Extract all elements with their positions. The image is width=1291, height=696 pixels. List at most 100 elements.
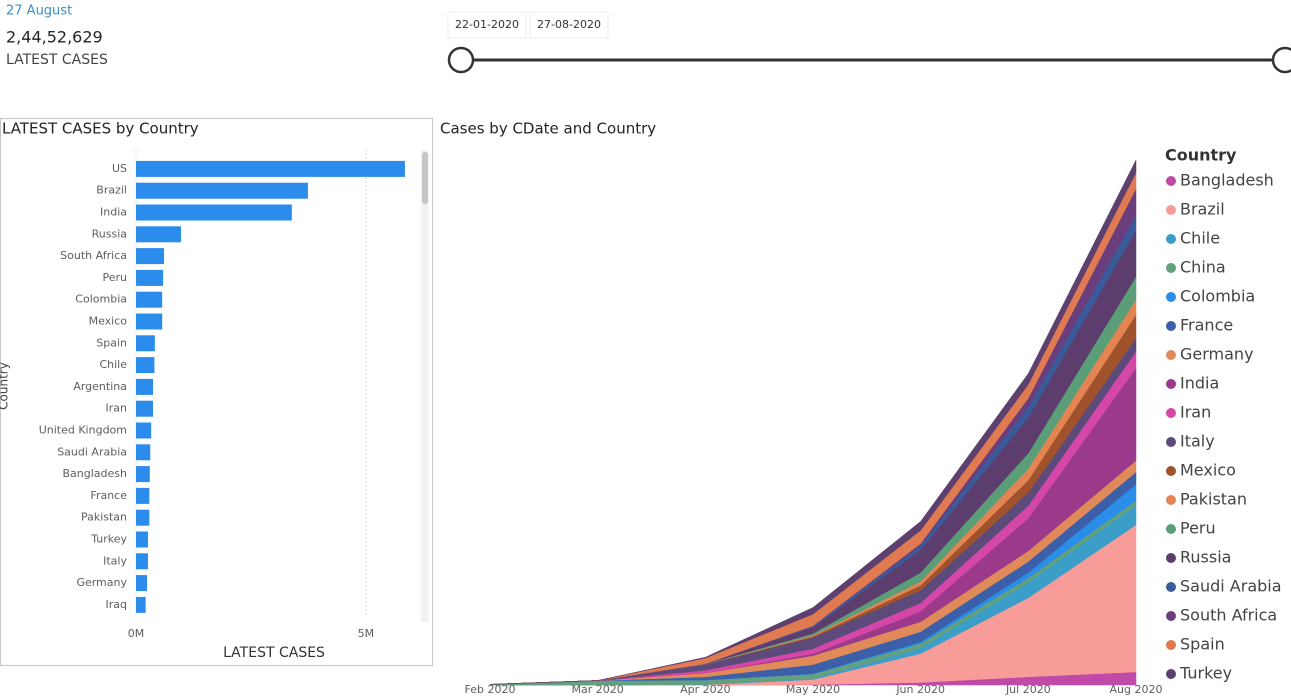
x-tick-label: Apr 2020 xyxy=(680,683,731,696)
y-tick-label: Argentina xyxy=(73,380,127,393)
legend-swatch xyxy=(1166,263,1176,273)
x-tick-label: Aug 2020 xyxy=(1110,683,1163,696)
y-tick-label: Saudi Arabia xyxy=(57,445,127,458)
legend-swatch xyxy=(1166,582,1176,592)
y-tick-label: Bangladesh xyxy=(63,467,128,480)
legend-swatch xyxy=(1166,611,1176,621)
legend-swatch xyxy=(1166,292,1176,302)
card-date: 27 August xyxy=(6,4,72,19)
legend-label: Iran xyxy=(1180,403,1211,422)
x-tick-label: May 2020 xyxy=(786,683,840,696)
x-tick-label: Jun 2020 xyxy=(895,683,945,696)
legend-label: Bangladesh xyxy=(1180,171,1274,190)
slicer-handle[interactable] xyxy=(1271,46,1291,74)
legend-label: France xyxy=(1180,316,1233,335)
bar xyxy=(136,226,182,243)
y-tick-label: US xyxy=(112,162,127,175)
slicer-handle[interactable] xyxy=(447,46,475,74)
bar xyxy=(136,596,146,613)
legend-label: China xyxy=(1180,258,1226,277)
bar xyxy=(136,269,164,286)
legend-label: Italy xyxy=(1180,432,1215,451)
bar xyxy=(136,444,151,461)
legend-swatch xyxy=(1166,176,1176,186)
legend-swatch xyxy=(1166,669,1176,679)
slicer-end-box[interactable] xyxy=(529,11,609,39)
x-tick-label: Feb 2020 xyxy=(465,683,516,696)
y-tick-label: Iran xyxy=(106,402,128,415)
bar xyxy=(136,400,154,417)
legend-label: Spain xyxy=(1180,635,1225,654)
bar xyxy=(136,553,148,570)
legend-swatch xyxy=(1166,495,1176,505)
legend-label: Russia xyxy=(1180,548,1231,567)
legend-swatch xyxy=(1166,466,1176,476)
y-tick-label: Peru xyxy=(102,271,127,284)
bar xyxy=(136,575,148,592)
legend-title: Country xyxy=(1165,146,1237,165)
x-tick-label: 5M xyxy=(358,627,375,640)
legend-label: Peru xyxy=(1180,519,1216,538)
bar xyxy=(136,313,163,330)
legend-swatch xyxy=(1166,437,1176,447)
y-tick-label: Iraq xyxy=(106,598,128,611)
y-axis-title: Country xyxy=(0,362,11,410)
bar xyxy=(136,378,154,395)
visual-frame xyxy=(0,118,433,666)
legend-swatch xyxy=(1166,640,1176,650)
bar xyxy=(136,204,292,221)
card-label: LATEST CASES xyxy=(6,52,108,68)
bar xyxy=(136,248,165,265)
bar xyxy=(136,531,148,548)
scrollbar-thumb[interactable] xyxy=(422,152,428,204)
legend-swatch xyxy=(1166,205,1176,215)
legend-label: Turkey xyxy=(1179,664,1232,683)
legend-swatch xyxy=(1166,553,1176,563)
x-tick-label: Mar 2020 xyxy=(572,683,624,696)
bar xyxy=(136,466,150,483)
legend-swatch xyxy=(1166,350,1176,360)
bar xyxy=(136,182,308,199)
slicer-start-box[interactable] xyxy=(447,11,527,39)
y-tick-label: United Kingdom xyxy=(39,424,127,437)
y-tick-label: Chile xyxy=(99,358,127,371)
y-tick-label: Turkey xyxy=(90,533,127,546)
bar xyxy=(136,357,155,374)
bar-title: LATEST CASES by Country xyxy=(2,120,199,138)
legend-swatch xyxy=(1166,408,1176,418)
x-axis-title: LATEST CASES xyxy=(223,645,325,661)
legend-label: Brazil xyxy=(1180,200,1225,219)
x-tick-label: Jul 2020 xyxy=(1005,683,1051,696)
slicer-start[interactable]: 22-01-2020 xyxy=(455,18,519,31)
y-tick-label: Russia xyxy=(92,227,127,240)
y-tick-label: France xyxy=(90,489,127,502)
y-tick-label: Italy xyxy=(103,554,127,567)
legend-swatch xyxy=(1166,379,1176,389)
legend-label: Colombia xyxy=(1180,287,1255,306)
legend-label: Saudi Arabia xyxy=(1180,577,1282,596)
bar xyxy=(136,509,150,526)
legend-label: Chile xyxy=(1180,229,1220,248)
bar xyxy=(136,335,155,352)
legend-label: Pakistan xyxy=(1180,490,1247,509)
y-tick-label: South Africa xyxy=(60,249,127,262)
scrollbar-track xyxy=(421,150,429,622)
y-tick-label: Brazil xyxy=(96,184,127,197)
bar xyxy=(136,291,163,308)
legend-label: Germany xyxy=(1180,345,1254,364)
slicer-end[interactable]: 27-08-2020 xyxy=(537,18,601,31)
y-tick-label: Mexico xyxy=(89,315,128,328)
y-tick-label: Pakistan xyxy=(81,511,127,524)
bar xyxy=(136,422,152,439)
legend-label: India xyxy=(1180,374,1219,393)
y-tick-label: Spain xyxy=(96,336,127,349)
y-tick-label: Germany xyxy=(76,576,127,589)
card-value: 2,44,52,629 xyxy=(6,28,103,47)
y-tick-label: India xyxy=(100,206,127,219)
bar xyxy=(136,160,405,177)
y-tick-label: Colombia xyxy=(75,293,127,306)
legend-swatch xyxy=(1166,321,1176,331)
legend-label: South Africa xyxy=(1180,606,1277,625)
